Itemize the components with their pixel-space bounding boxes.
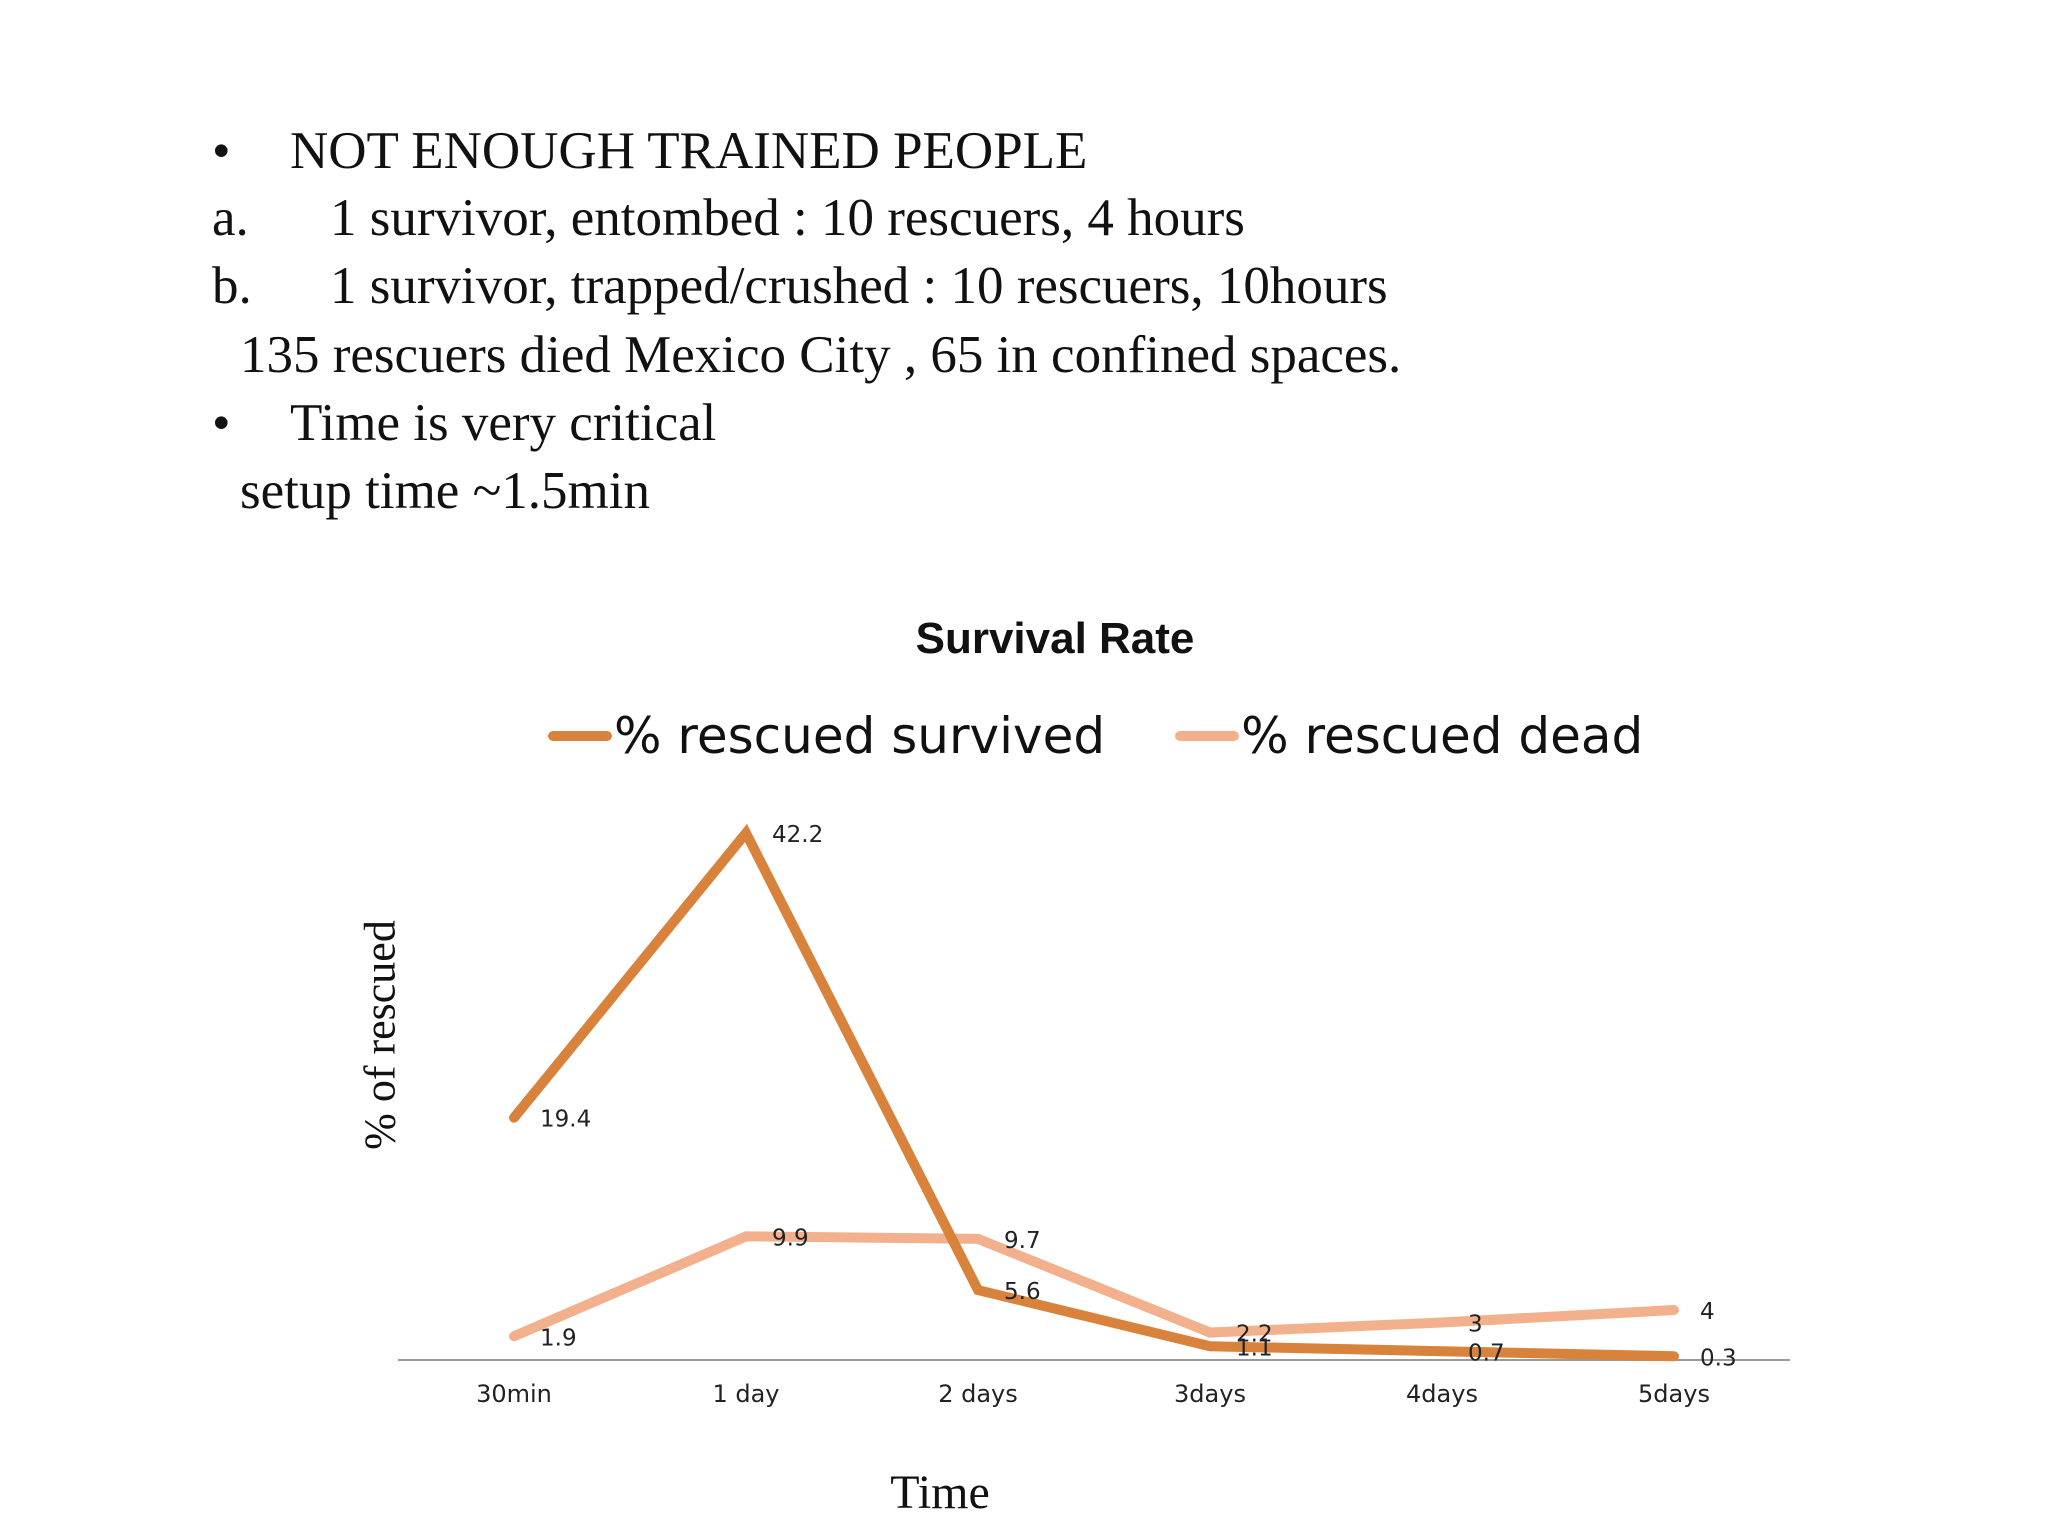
data-point [1209, 1345, 1211, 1348]
x-tick-label: 5days [1638, 1380, 1710, 1408]
data-point [513, 1335, 515, 1338]
chart-title: Survival Rate [915, 614, 1195, 663]
bullet-text: 1 survivor, entombed : 10 rescuers, 4 ho… [330, 189, 1245, 247]
data-label: 3 [1468, 1312, 1483, 1338]
data-label: 2.2 [1236, 1322, 1273, 1348]
bullet-marker: • [212, 122, 231, 180]
data-point [1673, 1355, 1675, 1358]
bullet-list: • NOT ENOUGH TRAINED PEOPLE a. 1 survivo… [0, 0, 2048, 560]
bullet-line-6: setup time ~1.5min [240, 458, 650, 524]
data-point [745, 1235, 747, 1238]
x-tick-label: 3days [1174, 1380, 1246, 1408]
legend-label-survived: % rescued survived [614, 707, 1106, 765]
bullet-marker: • [212, 394, 231, 452]
data-point [1209, 1331, 1211, 1334]
x-tick-label: 2 days [938, 1380, 1018, 1408]
data-label: 9.7 [1004, 1228, 1041, 1254]
bullet-text: Time is very critical [290, 394, 717, 452]
survival-rate-chart: Survival Rate % rescued survived % rescu… [0, 580, 2048, 1536]
bullet-text: setup time ~1.5min [240, 462, 650, 520]
data-point [977, 1289, 979, 1292]
bullet-line-4: 135 rescuers died Mexico City , 65 in co… [240, 322, 1401, 388]
data-point [1441, 1321, 1443, 1324]
bullet-text: 1 survivor, trapped/crushed : 10 rescuer… [330, 257, 1388, 315]
data-label: 0.7 [1468, 1340, 1505, 1366]
data-label: 1.1 [1236, 1335, 1273, 1361]
chart-plot: 30min 1 day 2 days 3days 4days 5days19.442.25… [398, 822, 1790, 1408]
legend-swatch-dead [1175, 731, 1240, 741]
x-tick-label: 30min [476, 1380, 552, 1408]
legend-label-dead: % rescued dead [1241, 707, 1644, 765]
legend-item-dead: % rescued dead [1175, 707, 1643, 765]
legend-swatch-survived [548, 731, 612, 741]
chart-legend: % rescued survived % rescued dead [548, 707, 1713, 765]
data-label: 19.4 [540, 1107, 591, 1133]
data-label: 5.6 [1004, 1279, 1041, 1305]
series-line-dead [509, 1231, 1679, 1342]
data-label: 0.3 [1700, 1345, 1737, 1371]
legend-item-survived: % rescued survived [548, 707, 1105, 765]
data-label: 42.2 [772, 822, 823, 848]
x-tick-label: 4days [1406, 1380, 1478, 1408]
x-axis-label: Time [890, 1466, 990, 1519]
data-label: 4 [1700, 1299, 1715, 1325]
data-point [1673, 1309, 1675, 1312]
data-label: 9.9 [772, 1225, 809, 1251]
data-point [513, 1116, 515, 1119]
data-point [977, 1237, 979, 1240]
x-tick-label: 1 day [712, 1380, 779, 1408]
data-label: 1.9 [540, 1325, 577, 1351]
bullet-text: 135 rescuers died Mexico City , 65 in co… [240, 326, 1402, 384]
bullet-text: NOT ENOUGH TRAINED PEOPLE [290, 122, 1088, 180]
y-axis-label: % of rescued [355, 920, 405, 1150]
bullet-marker: b. [212, 257, 252, 315]
data-point [745, 832, 747, 834]
series-line-survived [509, 823, 1679, 1362]
data-point [1441, 1350, 1443, 1353]
bullet-marker: a. [212, 189, 249, 247]
